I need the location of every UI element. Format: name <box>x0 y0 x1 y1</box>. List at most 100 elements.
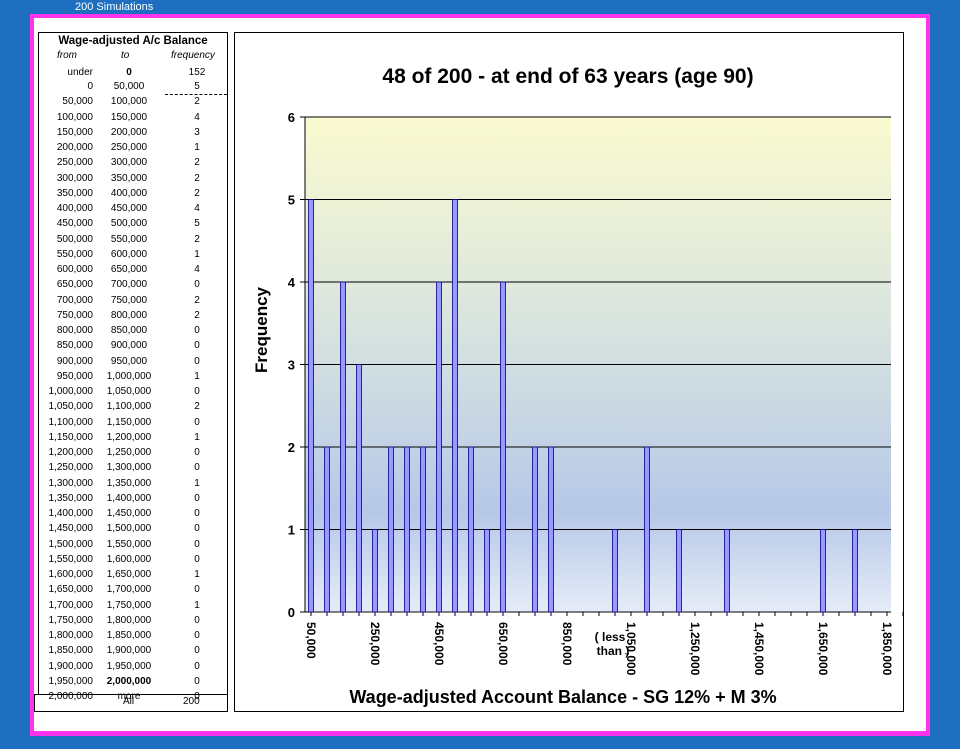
cell-frequency: 0 <box>194 538 200 550</box>
cell-from: 1,700,000 <box>48 599 94 611</box>
cell-to: 1,650,000 <box>106 569 152 580</box>
y-tick-label: 1 <box>288 523 295 538</box>
cell-frequency: 2 <box>194 309 200 321</box>
y-tick-label: 4 <box>288 275 296 290</box>
cell-frequency: 2 <box>194 157 200 169</box>
header-from: from <box>57 50 77 61</box>
cell-from: 1,400,000 <box>48 508 94 519</box>
bar <box>452 199 458 613</box>
divider <box>165 94 227 95</box>
cell-frequency: 0 <box>194 462 200 474</box>
cell-frequency: 0 <box>194 614 200 626</box>
cell-to: 1,200,000 <box>106 431 152 443</box>
cell-to: 1,400,000 <box>106 492 152 504</box>
cell-frequency: 1 <box>194 370 200 382</box>
bar <box>612 529 618 613</box>
table-row: 1,150,000 1,200,000 1 <box>39 430 227 445</box>
y-tick-label: 2 <box>288 440 295 455</box>
cell-from: 1,100,000 <box>48 416 94 428</box>
table-row: 850,000 900,000 0 <box>39 338 227 353</box>
cell-to: 800,000 <box>110 309 148 321</box>
chart-title: 48 of 200 - at end of 63 years (age 90) <box>382 65 753 88</box>
table-row: 1,850,000 1,900,000 0 <box>39 643 227 658</box>
cell-to: 1,300,000 <box>106 462 152 474</box>
y-tick-label: 5 <box>288 193 295 208</box>
cell-from: 700,000 <box>56 294 93 306</box>
cell-from: 0 <box>87 81 93 92</box>
table-row-under: under 0 152 <box>39 65 227 80</box>
cell-from: 650,000 <box>56 279 93 291</box>
table-row: 900,000 950,000 0 <box>39 354 227 369</box>
cell-frequency: 0 <box>194 447 200 458</box>
cell-from: 50,000 <box>62 96 93 108</box>
cell-frequency: 0 <box>194 325 200 336</box>
bar <box>324 446 330 613</box>
table-row: 1,050,000 1,100,000 2 <box>39 399 227 414</box>
cell-frequency: 4 <box>194 264 200 275</box>
cell-to: 350,000 <box>110 172 148 184</box>
cell-to: 550,000 <box>110 233 148 245</box>
cell-frequency: 2 <box>194 401 200 413</box>
table-row: 2,000,000 more 0 <box>39 689 227 704</box>
cell-frequency: 0 <box>194 645 200 657</box>
cell-frequency: 0 <box>194 492 200 504</box>
cell-from: 2,000,000 <box>48 691 94 702</box>
cell-from: 1,250,000 <box>48 462 94 474</box>
table-row: 600,000 650,000 4 <box>39 262 227 277</box>
cell-to: 2,000,000 <box>106 675 152 687</box>
cell-from: 1,300,000 <box>48 477 94 489</box>
cell-to: 1,250,000 <box>106 447 152 458</box>
total-row: All 200 <box>34 694 228 712</box>
table-row: 350,000 400,000 2 <box>39 186 227 201</box>
cell-frequency: 0 <box>194 340 200 352</box>
cell-to: 600,000 <box>110 248 148 260</box>
table-row: 750,000 800,000 2 <box>39 308 227 323</box>
table-row: 100,000 150,000 4 <box>39 110 227 125</box>
table-title: Wage-adjusted A/c Balance <box>58 35 208 47</box>
x-tick-label: 1,850,000 <box>880 622 894 676</box>
cell-to: 650,000 <box>110 264 148 275</box>
cell-to: 1,350,000 <box>106 477 152 489</box>
cell-frequency: 0 <box>194 691 200 702</box>
table-row: 950,000 1,000,000 1 <box>39 369 227 384</box>
cell-from: 1,800,000 <box>48 630 94 641</box>
cell-to: 1,750,000 <box>106 599 152 611</box>
table-row: 550,000 600,000 1 <box>39 247 227 262</box>
cell-from: 1,200,000 <box>48 447 94 458</box>
cell-to: 750,000 <box>110 294 148 306</box>
cell-frequency: 1 <box>194 142 200 153</box>
bar <box>676 529 682 613</box>
cell-from: 250,000 <box>56 157 93 169</box>
cell-to: 250,000 <box>110 142 148 153</box>
cell-to: 1,500,000 <box>106 523 152 535</box>
cell-to: 1,850,000 <box>106 630 152 641</box>
table-row: 50,000 100,000 2 <box>39 94 227 109</box>
y-tick-label: 3 <box>288 358 295 373</box>
cell-frequency: 0 <box>194 553 200 565</box>
table-row: 1,300,000 1,350,000 1 <box>39 476 227 491</box>
cell-frequency: 0 <box>194 279 200 291</box>
table-row: 300,000 350,000 2 <box>39 171 227 186</box>
cell-frequency: 0 <box>194 416 200 428</box>
bar <box>484 529 490 613</box>
cell-from: 950,000 <box>56 370 93 382</box>
cell-frequency: 3 <box>194 126 200 138</box>
cell-to: 450,000 <box>110 203 148 214</box>
cell-to: 1,150,000 <box>106 416 152 428</box>
cell-to: 950,000 <box>110 355 148 367</box>
total-label: All <box>123 696 135 707</box>
cell-from: 1,950,000 <box>48 675 94 687</box>
cell-to: 200,000 <box>110 126 148 138</box>
frequency-table: Wage-adjusted A/c Balance from to freque… <box>38 32 228 702</box>
cell-from: 350,000 <box>56 187 93 199</box>
table-row: 1,950,000 2,000,000 0 <box>39 674 227 689</box>
cell-frequency: 1 <box>194 248 200 260</box>
cell-frequency: 2 <box>194 294 200 306</box>
table-row: 1,650,000 1,700,000 0 <box>39 582 227 597</box>
table-row: 200,000 250,000 1 <box>39 140 227 155</box>
y-tick-label: 6 <box>288 110 295 125</box>
cell-frequency: 4 <box>194 203 200 214</box>
cell-from: 750,000 <box>56 309 93 321</box>
x-tick-label: 1,050,000 <box>624 622 638 676</box>
cell-frequency: 0 <box>194 584 200 596</box>
